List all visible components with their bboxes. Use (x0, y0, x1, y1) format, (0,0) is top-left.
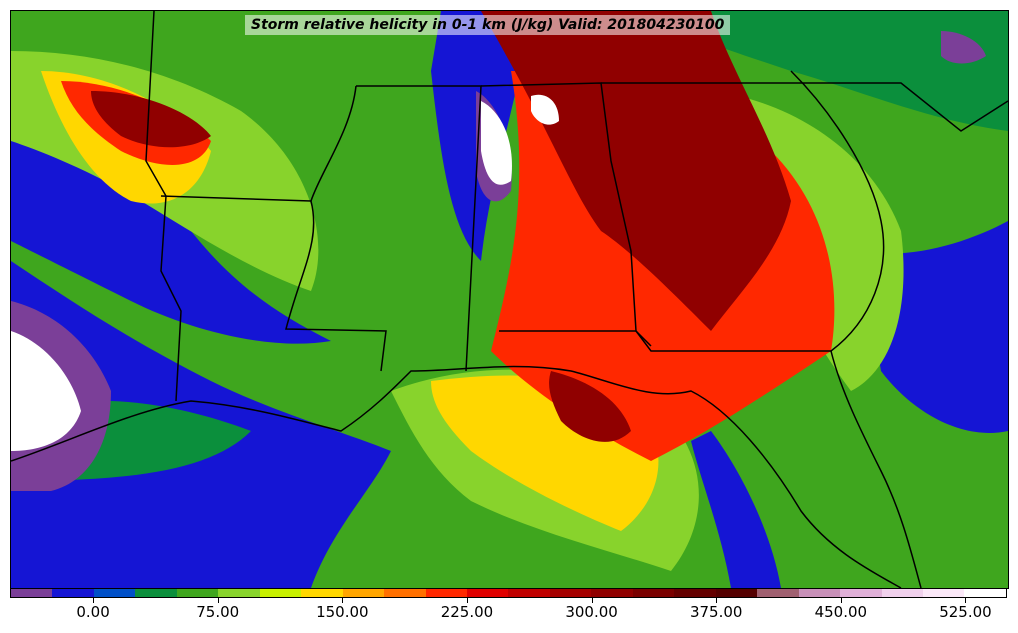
state-boundaries (11, 11, 1008, 588)
field-max-2 (481, 101, 512, 185)
colorbar-tick-label: 0.00 (76, 603, 110, 621)
colorbar-ticks: 0.00 75.00 150.00 225.00 300.00 375.00 450.00 5… (10, 598, 1007, 630)
field-low-gulf-2 (11, 131, 331, 344)
field-low-fl (691, 431, 781, 588)
colorbar-segment (466, 589, 509, 597)
colorbar-segment (301, 589, 343, 597)
colorbar-segment (674, 589, 716, 597)
colorbar-tick-mark (591, 598, 593, 603)
colorbar-tick-label: 525.00 (939, 603, 992, 621)
colorbar-tick-mark (466, 598, 468, 603)
colorbar-segment (757, 589, 799, 597)
colorbar-segment (715, 589, 758, 597)
field-moderate-2 (631, 11, 1008, 131)
colorbar-tick-label: 150.00 (316, 603, 369, 621)
colorbar-segment (135, 589, 177, 597)
colorbar-tick-mark (217, 598, 219, 603)
map-title: Storm relative helicity in 0-1 km (J/kg)… (245, 15, 731, 35)
colorbar-tick-label: 300.00 (565, 603, 618, 621)
colorbar-tick-mark (93, 598, 95, 603)
field-extreme-3 (549, 371, 631, 442)
colorbar-segment (591, 589, 633, 597)
colorbar-segment (508, 589, 550, 597)
colorbar-segment (384, 589, 426, 597)
colorbar-tick-label: 75.00 (196, 603, 240, 621)
colorbar-segment (342, 589, 385, 597)
helicity-map (11, 11, 1008, 588)
colorbar-segment (549, 589, 592, 597)
colorbar-segment (881, 589, 923, 597)
colorbar-segment (922, 589, 965, 597)
field-max-3 (531, 94, 559, 125)
field-negative-2 (941, 31, 986, 64)
colorbar-segment (11, 589, 53, 597)
map-panel (10, 10, 1009, 589)
colorbar-segment (840, 589, 882, 597)
colorbar-segment (259, 589, 302, 597)
colorbar-tick-label: 450.00 (814, 603, 868, 621)
colorbar-segment (52, 589, 94, 597)
colorbar-segment (964, 589, 1006, 597)
field-extreme (91, 91, 211, 148)
colorbar-tick-mark (965, 598, 967, 603)
colorbar-segment (798, 589, 841, 597)
field-max (11, 331, 81, 451)
colorbar-segment (93, 589, 136, 597)
colorbar-tick-label: 225.00 (440, 603, 494, 621)
colorbar-segment (176, 589, 219, 597)
colorbar-tick-label: 375.00 (689, 603, 743, 621)
colorbar-segment (425, 589, 467, 597)
colorbar-segment (218, 589, 260, 597)
colorbar (10, 588, 1007, 598)
field-extreme-2 (481, 11, 791, 331)
colorbar-tick-mark (342, 598, 344, 603)
colorbar-tick-mark (840, 598, 842, 603)
colorbar-tick-mark (716, 598, 718, 603)
colorbar-segment (632, 589, 675, 597)
